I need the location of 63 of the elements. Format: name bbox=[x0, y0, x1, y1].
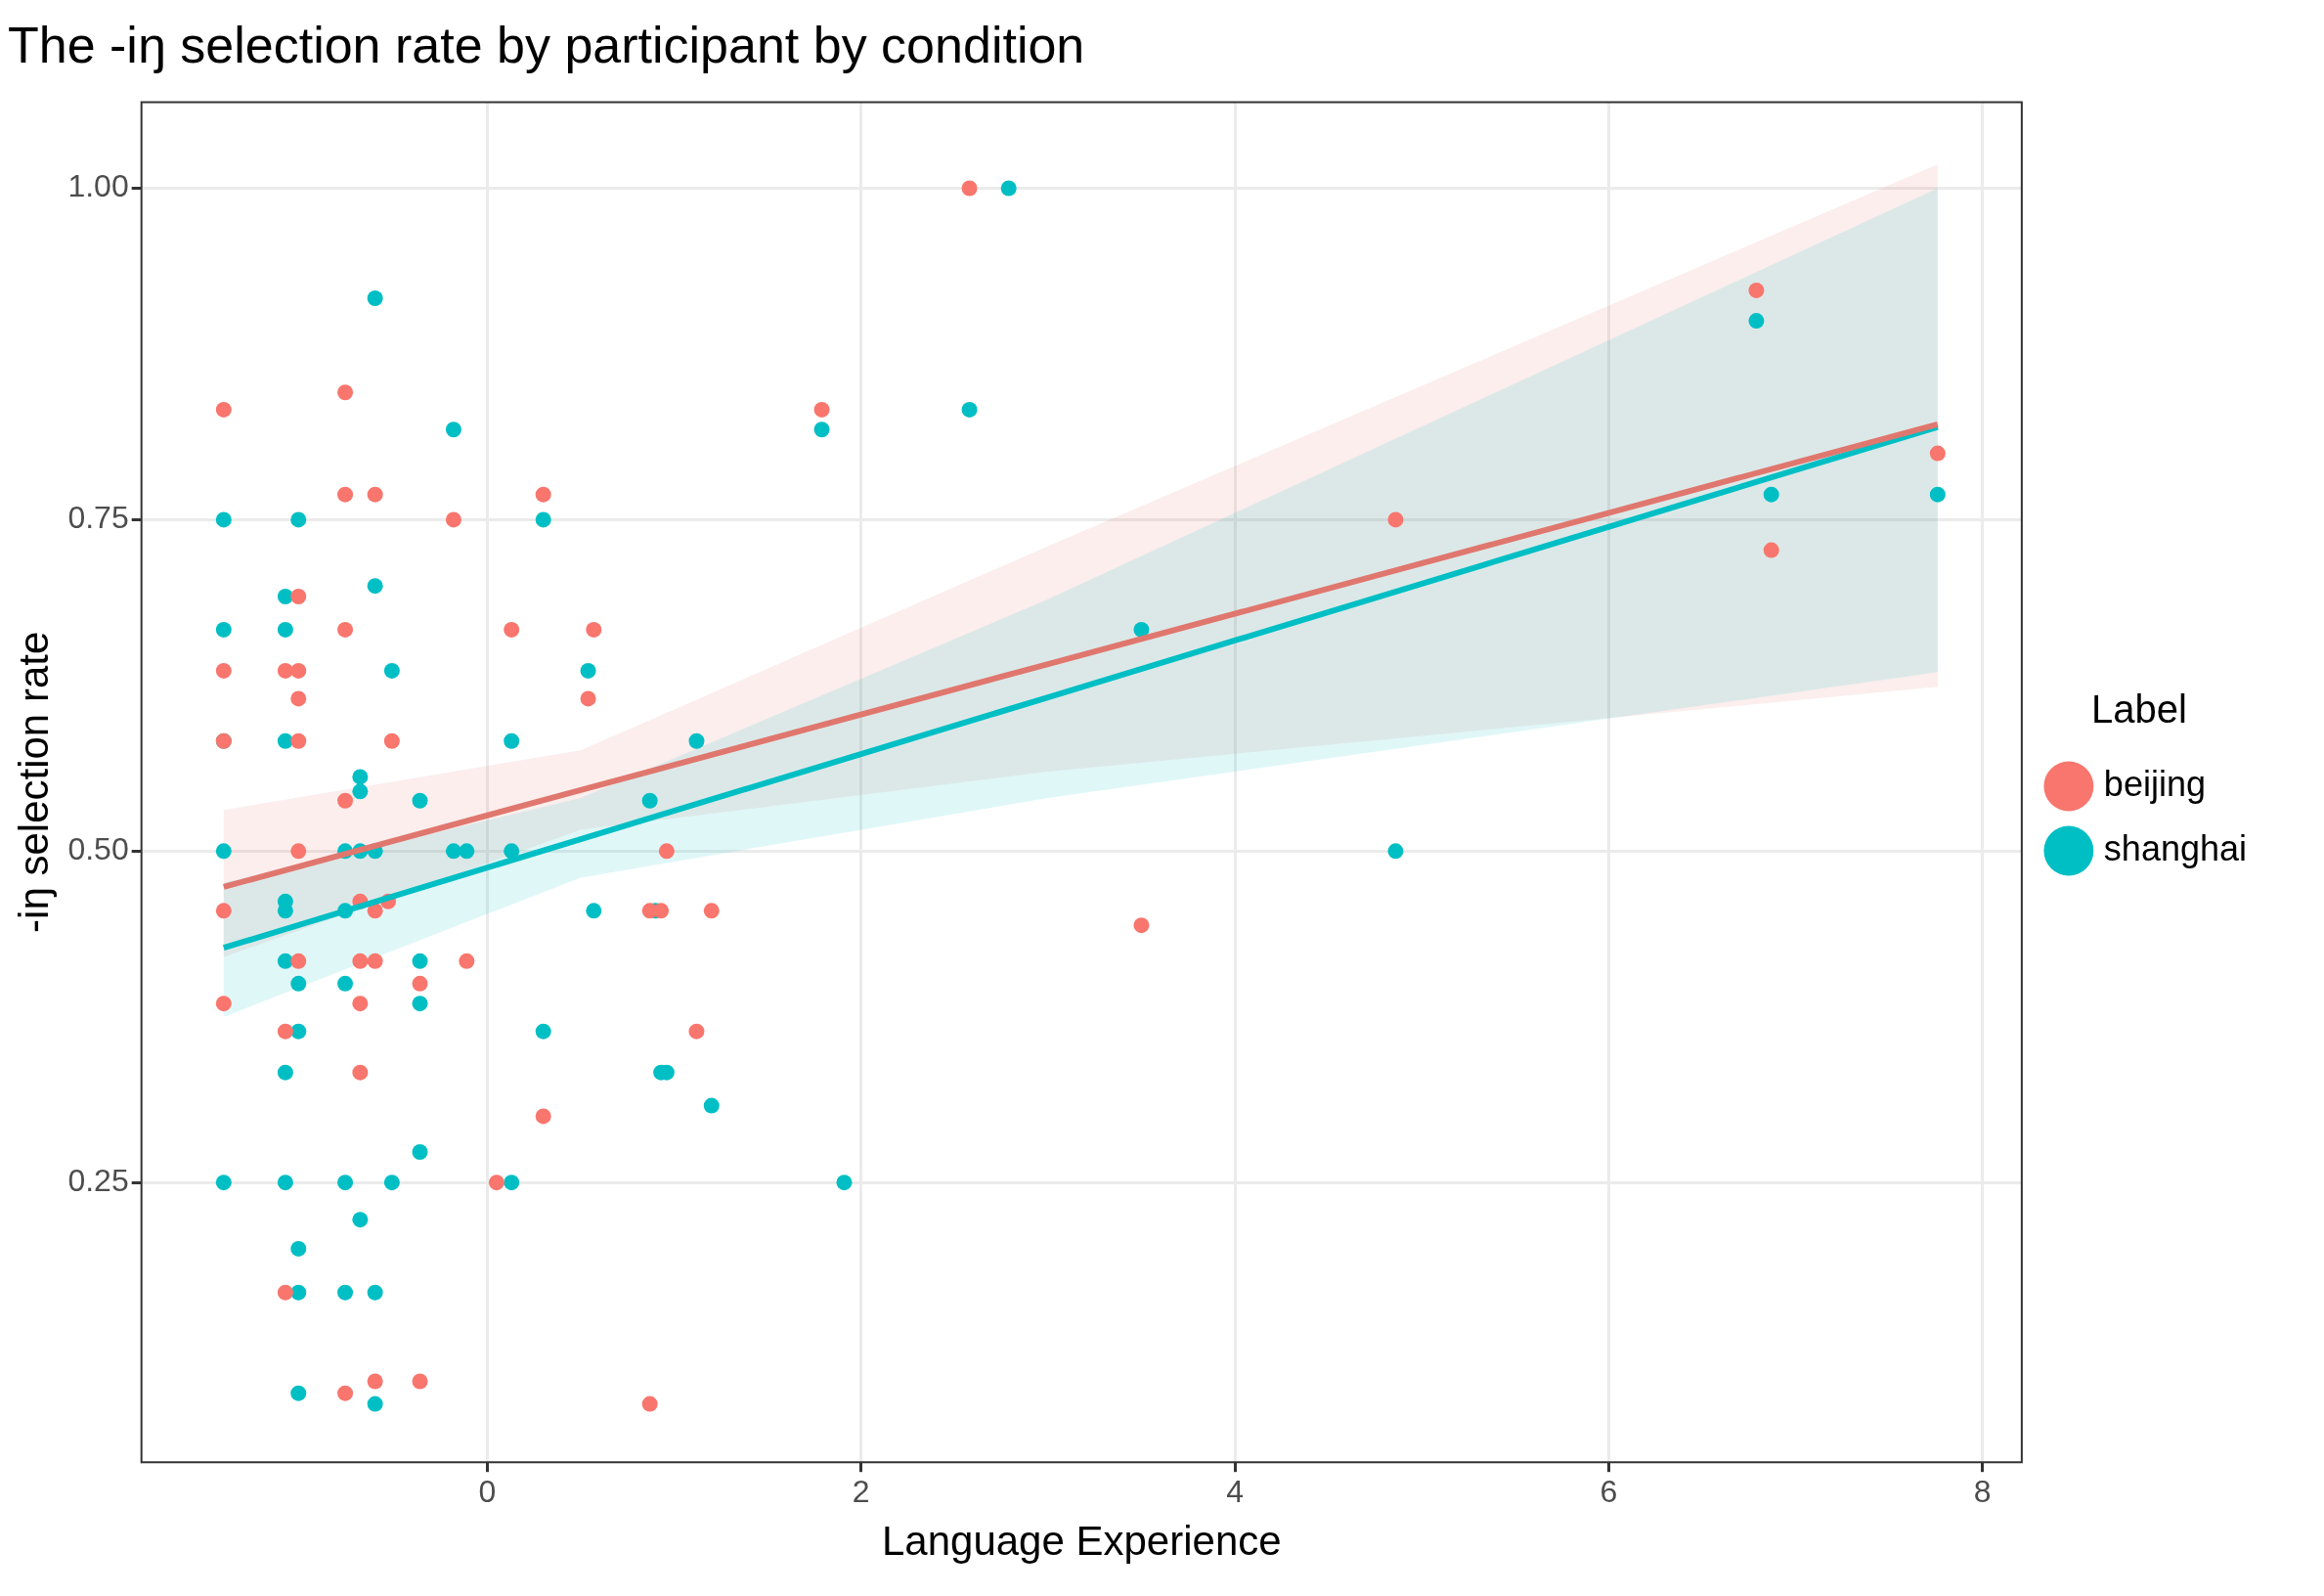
point bbox=[1763, 542, 1779, 558]
point bbox=[459, 953, 475, 969]
point bbox=[352, 953, 369, 969]
point bbox=[535, 1108, 551, 1125]
point bbox=[412, 975, 428, 992]
point bbox=[1929, 445, 1946, 462]
point bbox=[412, 1373, 428, 1390]
x-tick-label: 6 bbox=[1600, 1474, 1618, 1510]
point bbox=[813, 401, 830, 418]
point bbox=[290, 732, 307, 749]
point bbox=[337, 384, 354, 401]
point bbox=[1748, 282, 1765, 298]
point bbox=[277, 662, 293, 679]
point bbox=[367, 903, 383, 919]
legend-label: shanghai bbox=[2103, 827, 2248, 868]
point bbox=[352, 996, 369, 1012]
point bbox=[641, 1396, 658, 1412]
point bbox=[586, 621, 602, 638]
point bbox=[337, 792, 354, 809]
point bbox=[653, 903, 670, 919]
point bbox=[215, 662, 232, 679]
y-tick-label: 1.00 bbox=[67, 168, 129, 204]
point bbox=[215, 903, 232, 919]
y-tick-label: 0.75 bbox=[67, 500, 129, 536]
point bbox=[290, 589, 307, 605]
chart-title: The -iŋ selection rate by participant by condition bbox=[8, 16, 1085, 73]
point bbox=[535, 486, 551, 503]
legend-title: Label bbox=[2091, 687, 2187, 732]
point bbox=[337, 621, 354, 638]
x-tick-label: 2 bbox=[852, 1474, 870, 1510]
point bbox=[488, 1175, 504, 1191]
point bbox=[367, 486, 383, 503]
y-axis-title: -iŋ selection rate bbox=[10, 631, 57, 933]
point bbox=[1133, 917, 1150, 934]
x-axis-title: Language Experience bbox=[881, 1518, 1282, 1565]
y-tick-label: 0.25 bbox=[67, 1163, 129, 1199]
point bbox=[290, 953, 307, 969]
legend-label: beijing bbox=[2103, 763, 2206, 804]
y-tick-label: 0.50 bbox=[67, 831, 129, 867]
x-tick-label: 4 bbox=[1226, 1474, 1244, 1510]
point bbox=[961, 180, 978, 197]
point bbox=[367, 953, 383, 969]
point bbox=[290, 690, 307, 707]
point bbox=[337, 486, 354, 503]
point bbox=[277, 1023, 293, 1040]
point bbox=[215, 401, 232, 418]
point bbox=[337, 1385, 354, 1401]
point bbox=[688, 1023, 705, 1040]
point bbox=[290, 843, 307, 860]
point bbox=[1387, 511, 1404, 528]
point bbox=[277, 1284, 293, 1301]
x-tick-label: 0 bbox=[478, 1474, 497, 1510]
point bbox=[703, 903, 720, 919]
point bbox=[658, 843, 675, 860]
point bbox=[445, 511, 461, 528]
point bbox=[367, 1373, 383, 1390]
point bbox=[383, 732, 400, 749]
point bbox=[504, 621, 520, 638]
point bbox=[352, 1064, 369, 1081]
x-tick-label: 8 bbox=[1973, 1474, 1992, 1510]
point bbox=[290, 662, 307, 679]
point bbox=[580, 690, 596, 707]
point bbox=[215, 996, 232, 1012]
